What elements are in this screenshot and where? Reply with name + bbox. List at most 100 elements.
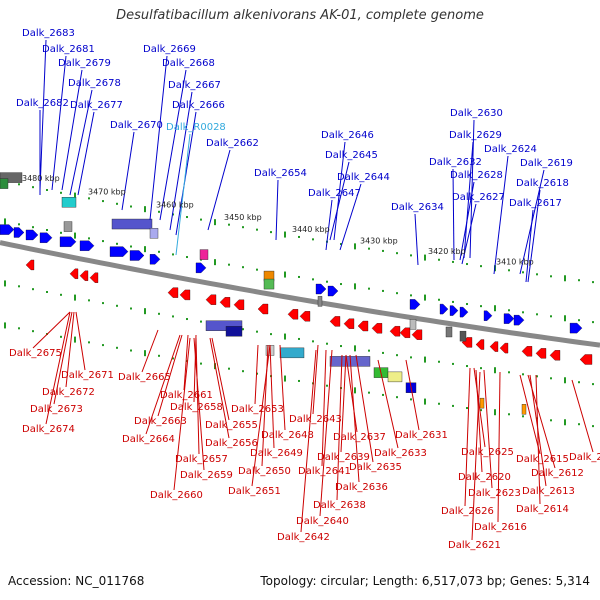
scale-tick <box>200 320 202 323</box>
gene-label: Dalk_2633 <box>374 448 427 459</box>
kbp-label: 3480 kbp <box>22 174 60 183</box>
leader-line <box>159 69 187 221</box>
kbp-label: 3420 kbp <box>428 247 466 256</box>
scale-tick <box>214 259 216 266</box>
scale-tick <box>74 232 76 239</box>
leader-line <box>452 168 455 261</box>
leader-line <box>527 189 541 283</box>
scale-tick <box>340 345 342 348</box>
gene-label: Dalk_2651 <box>228 486 281 497</box>
reverse-gene-arrow <box>357 320 369 332</box>
gene-label: Dalk_2620 <box>458 472 511 483</box>
leader-line <box>45 311 71 425</box>
gene-label: Dalk_2626 <box>441 506 494 517</box>
feature-block <box>263 278 275 290</box>
reverse-gene-arrow <box>389 326 401 337</box>
gene-label: Dalk_2625 <box>461 447 514 458</box>
gene-label: Dalk_2674 <box>22 424 75 435</box>
genome-backbone <box>0 240 600 348</box>
feature-block <box>521 404 527 415</box>
leader-line <box>321 349 327 467</box>
scale-tick <box>116 346 118 349</box>
leader-line <box>519 374 541 455</box>
scale-tick <box>592 321 594 324</box>
gene-label: Dalk_2644 <box>337 172 390 183</box>
gene-label: Dalk_2663 <box>134 416 187 427</box>
scale-tick <box>480 265 482 268</box>
scale-tick <box>410 254 412 257</box>
scale-tick <box>410 398 412 401</box>
scale-tick <box>578 319 580 322</box>
leader-line <box>211 337 230 421</box>
leader-line <box>209 337 230 439</box>
scale-tick <box>102 240 104 243</box>
feature-block <box>149 228 159 239</box>
scale-tick <box>298 235 300 238</box>
leader-line <box>405 359 420 431</box>
scale-tick <box>522 271 524 274</box>
scale-tick <box>298 337 300 340</box>
gene-label: Dalk_2618 <box>516 178 569 189</box>
leader-line <box>254 344 259 405</box>
gene-label: Dalk_2615 <box>516 454 569 465</box>
gene-label: Dalk_2641 <box>298 466 351 477</box>
leader-line <box>61 69 83 191</box>
leader-line <box>75 311 86 371</box>
scale-tick <box>4 322 6 329</box>
gene-label: Dalk_2637 <box>333 432 386 443</box>
reverse-gene-arrow <box>257 303 269 315</box>
scale-tick <box>396 396 398 399</box>
scale-tick <box>18 285 20 288</box>
scale-tick <box>382 289 384 292</box>
scale-tick <box>438 298 440 301</box>
scale-tick <box>340 243 342 246</box>
scale-tick <box>396 252 398 255</box>
scale-tick <box>564 377 566 384</box>
scale-tick <box>298 379 300 382</box>
gene-label: Dalk_2672 <box>42 387 95 398</box>
scale-tick <box>256 228 258 231</box>
feature-block <box>479 397 485 409</box>
forward-gene-arrow <box>483 310 493 321</box>
leader-line <box>269 344 275 449</box>
scale-tick <box>452 300 454 303</box>
leader-line <box>340 354 347 453</box>
gene-label: Dalk_2673 <box>30 404 83 415</box>
scale-tick <box>46 188 48 191</box>
gene-label: Dalk_2670 <box>110 120 163 131</box>
scale-tick <box>466 303 468 306</box>
leader-line <box>414 213 419 266</box>
scale-tick <box>228 367 230 370</box>
leader-line <box>325 199 333 251</box>
forward-gene-arrow <box>129 250 145 261</box>
scale-tick <box>74 294 76 301</box>
scale-tick <box>18 183 20 186</box>
gene-label: Dalk_2613 <box>522 486 575 497</box>
leader-line <box>339 183 362 251</box>
reverse-gene-arrow <box>219 297 231 308</box>
gene-label: Dalk_2682 <box>16 98 69 109</box>
feature-block <box>317 296 323 307</box>
leader-line <box>525 209 534 283</box>
scale-tick <box>158 312 160 315</box>
scale-tick <box>172 213 174 216</box>
scale-tick <box>256 268 258 271</box>
scale-tick <box>172 315 174 318</box>
feature-block <box>279 347 305 359</box>
scale-tick <box>578 381 580 384</box>
scale-tick <box>18 327 20 330</box>
scale-tick <box>494 367 496 374</box>
scale-tick <box>158 210 160 213</box>
gene-label: Dalk_2661 <box>160 390 213 401</box>
gene-label: Dalk_2638 <box>313 500 366 511</box>
leader-line <box>51 55 67 191</box>
kbp-label: 3450 kbp <box>224 213 262 222</box>
leader-line <box>471 371 481 541</box>
leader-line <box>571 379 594 453</box>
kbp-label: 3430 kbp <box>360 236 398 245</box>
reverse-gene-arrow <box>579 354 593 365</box>
forward-gene-arrow <box>59 236 77 247</box>
scale-tick <box>144 206 146 213</box>
kbp-label: 3460 kbp <box>156 200 194 209</box>
